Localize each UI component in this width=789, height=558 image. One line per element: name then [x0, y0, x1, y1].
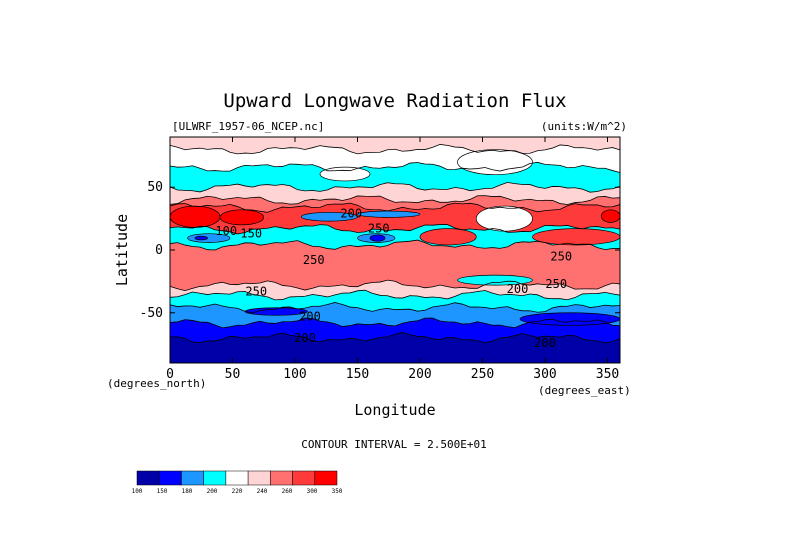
- y-axis-label: Latitude: [113, 214, 131, 286]
- contour-region: [187, 233, 231, 243]
- contour-line: [169, 224, 621, 235]
- contour-line: [169, 289, 621, 301]
- contour-label: 250: [550, 249, 572, 263]
- colorbar-label: 240: [257, 488, 268, 495]
- contour-label: 200: [534, 336, 556, 350]
- contour-line: [169, 195, 621, 205]
- contour-label: 200: [507, 282, 529, 296]
- contour-region: [519, 312, 621, 326]
- x-tick-label: 0: [166, 367, 174, 382]
- contour-label: 250: [303, 253, 325, 267]
- file-label: [ULWRF_1957-06_NCEP.nc]: [172, 120, 324, 133]
- colorbar-label: 350: [332, 488, 343, 495]
- contour-line: [169, 202, 621, 213]
- colorbar: 100 150 180 200 220 240 260 300 350: [132, 470, 343, 495]
- units-label: (units:W/m^2): [541, 120, 627, 133]
- colorbar-label: 300: [307, 488, 318, 495]
- contour-label: 250: [245, 284, 267, 298]
- contour-region: [169, 205, 221, 228]
- colorbar-label: 260: [282, 488, 293, 495]
- latitude-band: [170, 332, 620, 363]
- colorbar-swatch: [203, 470, 227, 486]
- x-tick-label: 150: [346, 367, 369, 382]
- contour-region: [475, 205, 533, 232]
- x-axis-ticks: 0 50 100 150 200 250 300 350: [166, 137, 619, 382]
- contour-region: [319, 166, 371, 182]
- y-axis-ticks: -50 0 50: [140, 180, 620, 321]
- colorbar-label: 180: [182, 488, 193, 495]
- y-tick-label: -50: [140, 306, 163, 321]
- y-tick-label: 0: [155, 243, 163, 258]
- contour-label: 150: [240, 227, 262, 241]
- contour-line: [169, 302, 621, 314]
- x-tick-label: 200: [408, 367, 431, 382]
- contour-line: [169, 161, 621, 173]
- colorbar-swatch: [292, 470, 316, 486]
- contour-label: 250: [368, 222, 390, 236]
- contour-line: [169, 317, 621, 329]
- colorbar-swatch: [270, 470, 293, 486]
- x-unit-label: (degrees_east): [538, 384, 631, 397]
- contour-region: [457, 274, 533, 286]
- x-axis-label: Longitude: [354, 401, 435, 419]
- colorbar-label: 150: [157, 488, 168, 495]
- colorbar-swatch: [247, 470, 271, 486]
- colorbar-label: 220: [232, 488, 243, 495]
- contour-line: [169, 144, 621, 155]
- contour-region: [419, 228, 477, 246]
- latitude-band: [170, 317, 620, 343]
- x-tick-label: 300: [533, 367, 556, 382]
- x-tick-label: 50: [225, 367, 241, 382]
- contour-region: [369, 234, 386, 242]
- x-tick-label: 100: [283, 367, 306, 382]
- y-unit-label: (degrees_north): [107, 377, 206, 390]
- contour-region: [219, 209, 265, 226]
- contour-label: 100: [215, 224, 237, 238]
- colorbar-swatch: [314, 470, 338, 486]
- contour-region: [194, 235, 208, 241]
- chart-title: Upward Longwave Radiation Flux: [223, 90, 566, 112]
- contour-region: [357, 210, 421, 218]
- latitude-band: [170, 290, 620, 313]
- contour-line: [169, 332, 621, 344]
- x-tick-label: 250: [471, 367, 494, 382]
- contour-interval-label: CONTOUR INTERVAL = 2.500E+01: [301, 438, 486, 451]
- contour-line: [169, 181, 621, 193]
- contour-region: [300, 211, 358, 222]
- y-tick-label: 50: [147, 180, 163, 195]
- contour-label: 200: [299, 310, 321, 324]
- contour-line: [169, 279, 621, 292]
- contour-label: 200: [340, 207, 362, 221]
- colorbar-label: 200: [207, 488, 218, 495]
- colorbar-swatch: [158, 470, 182, 486]
- colorbar-label: 100: [132, 488, 143, 495]
- x-tick-label: 350: [596, 367, 619, 382]
- contour-lines: [169, 144, 621, 344]
- latitude-band: [170, 182, 620, 205]
- contour-line: [169, 239, 621, 251]
- contour-labels: 200 100 150 250 250 250 250 250 200 200 200 200: [215, 207, 572, 350]
- colorbar-swatch: [225, 470, 249, 486]
- contour-label: 200: [294, 331, 316, 345]
- contour-region: [600, 209, 621, 223]
- colorbar-swatch: [136, 470, 160, 486]
- latitude-band: [170, 137, 620, 154]
- colorbar-swatch: [181, 470, 204, 486]
- contour-label: 250: [545, 277, 567, 291]
